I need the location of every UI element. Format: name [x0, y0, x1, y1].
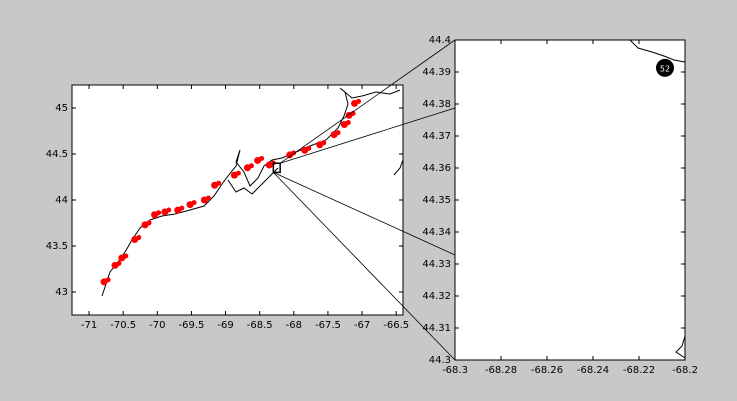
data-point	[356, 98, 362, 104]
x-tick-label: -68.24	[577, 365, 609, 376]
y-tick-label: 44	[55, 195, 68, 206]
coastline	[629, 39, 686, 63]
data-point	[235, 170, 241, 176]
y-tick-label: 44.32	[422, 291, 451, 302]
data-point	[123, 253, 129, 259]
coastline	[227, 167, 279, 195]
data-point	[105, 277, 111, 283]
y-tick-label: 44.31	[422, 323, 451, 334]
y-tick-label: 44.35	[422, 195, 451, 206]
x-tick-label: -68.2	[672, 365, 698, 376]
station-label: 52	[660, 64, 670, 73]
data-point	[335, 130, 341, 136]
y-tick-label: 44.34	[422, 227, 451, 238]
zoom-connector	[273, 172, 456, 361]
station-marker	[655, 58, 674, 77]
data-point	[156, 210, 162, 216]
zoom-connector	[273, 172, 456, 256]
x-tick-label: -67	[354, 320, 370, 331]
data-point	[345, 120, 351, 126]
zoom-box	[272, 162, 281, 174]
x-tick-label: -70	[149, 320, 165, 331]
x-tick-label: -71	[81, 320, 97, 331]
x-tick-label: -66.5	[383, 320, 409, 331]
zoom-connector	[279, 39, 456, 164]
x-tick-label: -68.5	[247, 320, 273, 331]
data-point	[146, 220, 152, 226]
data-point	[179, 205, 185, 211]
coastline	[393, 159, 404, 176]
data-point	[259, 155, 265, 161]
data-point	[306, 145, 312, 151]
x-tick-label: -68.22	[623, 365, 655, 376]
x-tick-label: -68.3	[442, 365, 468, 376]
x-tick-label: -69.5	[178, 320, 204, 331]
data-point	[116, 260, 122, 266]
x-tick-label: -69	[217, 320, 233, 331]
x-tick-label: -67.5	[315, 320, 341, 331]
y-tick-label: 44.37	[422, 131, 451, 142]
y-tick-label: 44.5	[46, 149, 68, 160]
y-tick-label: 44.4	[429, 35, 451, 46]
data-point	[166, 207, 172, 213]
data-point	[205, 195, 211, 201]
y-tick-label: 44.39	[422, 67, 451, 78]
x-tick-label: -68	[286, 320, 302, 331]
x-tick-label: -70.5	[110, 320, 136, 331]
y-tick-label: 43	[55, 287, 68, 298]
data-point	[216, 180, 222, 186]
data-point	[191, 200, 197, 206]
x-tick-label: -68.28	[485, 365, 517, 376]
map-axes	[71, 84, 404, 316]
y-tick-label: 44.33	[422, 259, 451, 270]
zoom-axes	[454, 39, 686, 361]
y-tick-label: 44.36	[422, 163, 451, 174]
x-tick-label: -68.26	[531, 365, 563, 376]
data-point	[136, 235, 142, 241]
y-tick-label: 45	[55, 103, 68, 114]
coastline	[675, 335, 686, 359]
zoom-connector	[280, 107, 456, 164]
y-tick-label: 43.5	[46, 241, 68, 252]
data-point	[248, 163, 254, 169]
y-tick-label: 44.3	[429, 355, 451, 366]
coastline	[101, 87, 401, 297]
data-point	[350, 110, 356, 116]
data-point	[321, 140, 327, 146]
y-tick-label: 44.38	[422, 99, 451, 110]
